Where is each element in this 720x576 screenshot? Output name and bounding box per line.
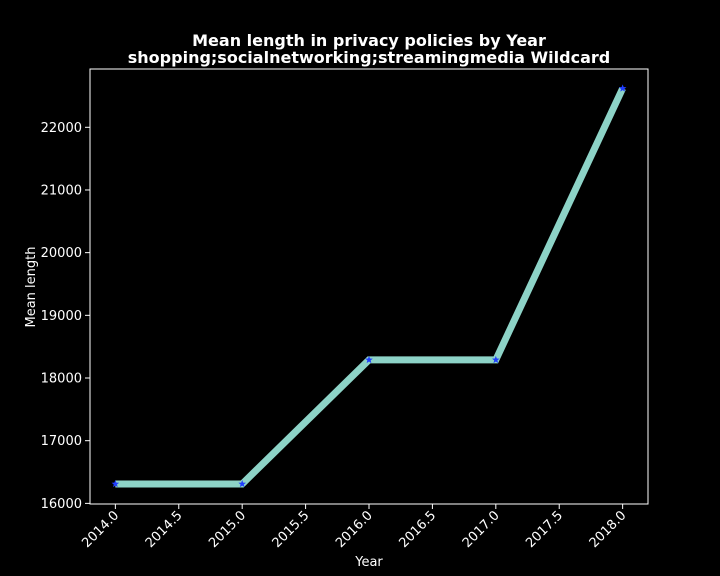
chart-subtitle: shopping;socialnetworking;streamingmedia… bbox=[128, 48, 610, 67]
data-point-marker bbox=[492, 355, 500, 364]
data-point-marker bbox=[618, 84, 627, 92]
data-point-marker bbox=[111, 479, 120, 488]
y-tick-label: 22000 bbox=[41, 121, 82, 136]
y-tick-label: 20000 bbox=[41, 246, 82, 261]
data-series bbox=[111, 84, 627, 488]
y-tick-label: 19000 bbox=[41, 309, 82, 324]
data-point-marker bbox=[238, 479, 246, 488]
y-axis-label: Mean length bbox=[24, 247, 39, 328]
x-axis-label: Year bbox=[354, 555, 383, 570]
y-tick-label: 17000 bbox=[41, 434, 82, 449]
y-tick-label: 21000 bbox=[41, 183, 82, 198]
y-axis: 16000 17000 18000 19000 20000 21000 22000 bbox=[41, 121, 90, 512]
y-tick-label: 16000 bbox=[41, 497, 82, 512]
y-tick-label: 18000 bbox=[41, 372, 82, 387]
data-point-marker bbox=[365, 355, 373, 364]
chart-title: Mean length in privacy policies by Year bbox=[192, 31, 546, 50]
